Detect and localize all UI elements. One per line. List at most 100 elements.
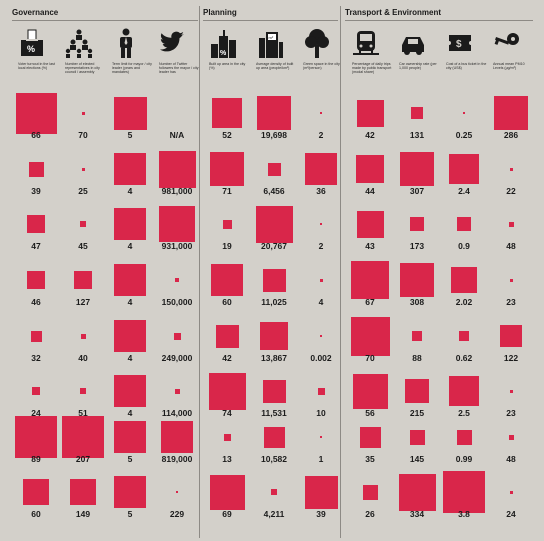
- value-label: 286: [503, 130, 519, 140]
- value-label: 0.25: [455, 130, 473, 140]
- value-square: [256, 206, 293, 243]
- data-cell: 150,000: [155, 264, 199, 316]
- column-header: m² Average density of built up area (peop…: [252, 24, 296, 100]
- value-square: [174, 333, 181, 340]
- value-label: 0.62: [455, 353, 473, 363]
- data-cell: 981,000: [155, 151, 199, 205]
- value-square: [405, 379, 429, 403]
- data-cell: 4,211: [252, 476, 296, 528]
- data-cell: 11,025: [252, 264, 296, 316]
- data-cell: 6,456: [252, 153, 296, 205]
- value-square: [510, 390, 513, 393]
- data-cell: 56: [348, 374, 392, 427]
- value-square: [305, 153, 337, 185]
- value-square: [210, 152, 244, 186]
- value-label: 10: [316, 408, 326, 418]
- data-cell: 22: [489, 153, 533, 205]
- value-square: [410, 430, 425, 445]
- value-square: [264, 427, 285, 448]
- section-divider: [199, 6, 200, 538]
- value-square: [32, 387, 40, 395]
- column-header: Number of Twitter followers the mayor / …: [155, 24, 199, 100]
- pollution-key-icon: [493, 28, 521, 58]
- data-cell: 42: [348, 97, 392, 149]
- data-cell: 334: [395, 474, 439, 528]
- value-label: 4: [127, 353, 133, 363]
- value-square: [23, 479, 49, 505]
- data-cell: 60: [14, 476, 58, 528]
- value-label: 40: [78, 353, 88, 363]
- value-square: [114, 97, 147, 130]
- value-square: [257, 96, 291, 130]
- data-cell: 149: [61, 476, 105, 528]
- data-cell: 74: [205, 373, 249, 427]
- value-square: [320, 279, 323, 282]
- value-square: [357, 211, 384, 238]
- column-label: Annual mean PM10 Levels (μg/m³): [493, 62, 525, 71]
- data-cell: 229: [155, 476, 199, 528]
- value-label: 44: [365, 186, 375, 196]
- value-square: [80, 221, 86, 227]
- data-cell: 23: [489, 264, 533, 316]
- value-label: N/A: [169, 130, 185, 140]
- value-label: 66: [31, 130, 41, 140]
- value-square: [318, 388, 325, 395]
- data-cell: 70: [61, 97, 105, 149]
- value-label: 56: [365, 408, 375, 418]
- data-cell: 35: [348, 421, 392, 473]
- data-cell: 207: [61, 416, 105, 473]
- value-label: 150,000: [161, 297, 193, 307]
- value-label: 10,582: [261, 454, 287, 464]
- data-cell: 819,000: [155, 421, 199, 473]
- data-cell: 0.9: [442, 208, 486, 260]
- value-square: [363, 485, 378, 500]
- governance-rule: [12, 20, 198, 21]
- section-divider: [340, 6, 341, 538]
- svg-text:%: %: [220, 50, 227, 57]
- data-cell: 43: [348, 208, 392, 260]
- value-square: [159, 151, 196, 188]
- value-square: [268, 163, 281, 176]
- data-cell: 42: [205, 320, 249, 372]
- column-label: Number of Twitter followers the mayor / …: [159, 62, 199, 75]
- value-square: [211, 264, 243, 296]
- value-label: 122: [503, 353, 519, 363]
- value-label: 127: [75, 297, 91, 307]
- value-label: 13: [222, 454, 232, 464]
- value-square: [351, 261, 389, 299]
- value-square: [29, 162, 44, 177]
- value-label: 173: [409, 241, 425, 251]
- value-label: 19,698: [261, 130, 287, 140]
- value-square: [509, 222, 514, 227]
- value-square: [159, 206, 195, 242]
- value-label: 71: [222, 186, 232, 196]
- data-cell: 2: [299, 97, 343, 149]
- data-cell: 67: [348, 261, 392, 316]
- data-cell: 5: [108, 476, 152, 528]
- value-label: 4: [127, 241, 133, 251]
- data-cell: 71: [205, 152, 249, 205]
- value-square: [459, 331, 469, 341]
- data-cell: 47: [14, 208, 58, 260]
- data-cell: 13: [205, 421, 249, 473]
- value-label: 2.5: [458, 408, 470, 418]
- data-cell: 39: [14, 153, 58, 205]
- train-icon: [352, 28, 380, 58]
- value-label: 22: [506, 186, 516, 196]
- value-square: [15, 416, 57, 458]
- value-label: 42: [222, 353, 232, 363]
- value-label: 6,456: [263, 186, 285, 196]
- data-cell: 24: [489, 476, 533, 528]
- column-label: Percentage of daily trips made by public…: [352, 62, 392, 75]
- data-cell: 11,531: [252, 375, 296, 427]
- data-cell: 2.02: [442, 264, 486, 316]
- data-cell: 2.5: [442, 375, 486, 427]
- value-square: [81, 334, 86, 339]
- value-square: [16, 93, 57, 134]
- data-cell: 5: [108, 97, 152, 149]
- value-label: 981,000: [161, 186, 193, 196]
- value-square: [457, 430, 472, 445]
- transport-title: Transport & Environment: [345, 8, 442, 17]
- data-cell: 0.62: [442, 320, 486, 372]
- value-square: [74, 271, 92, 289]
